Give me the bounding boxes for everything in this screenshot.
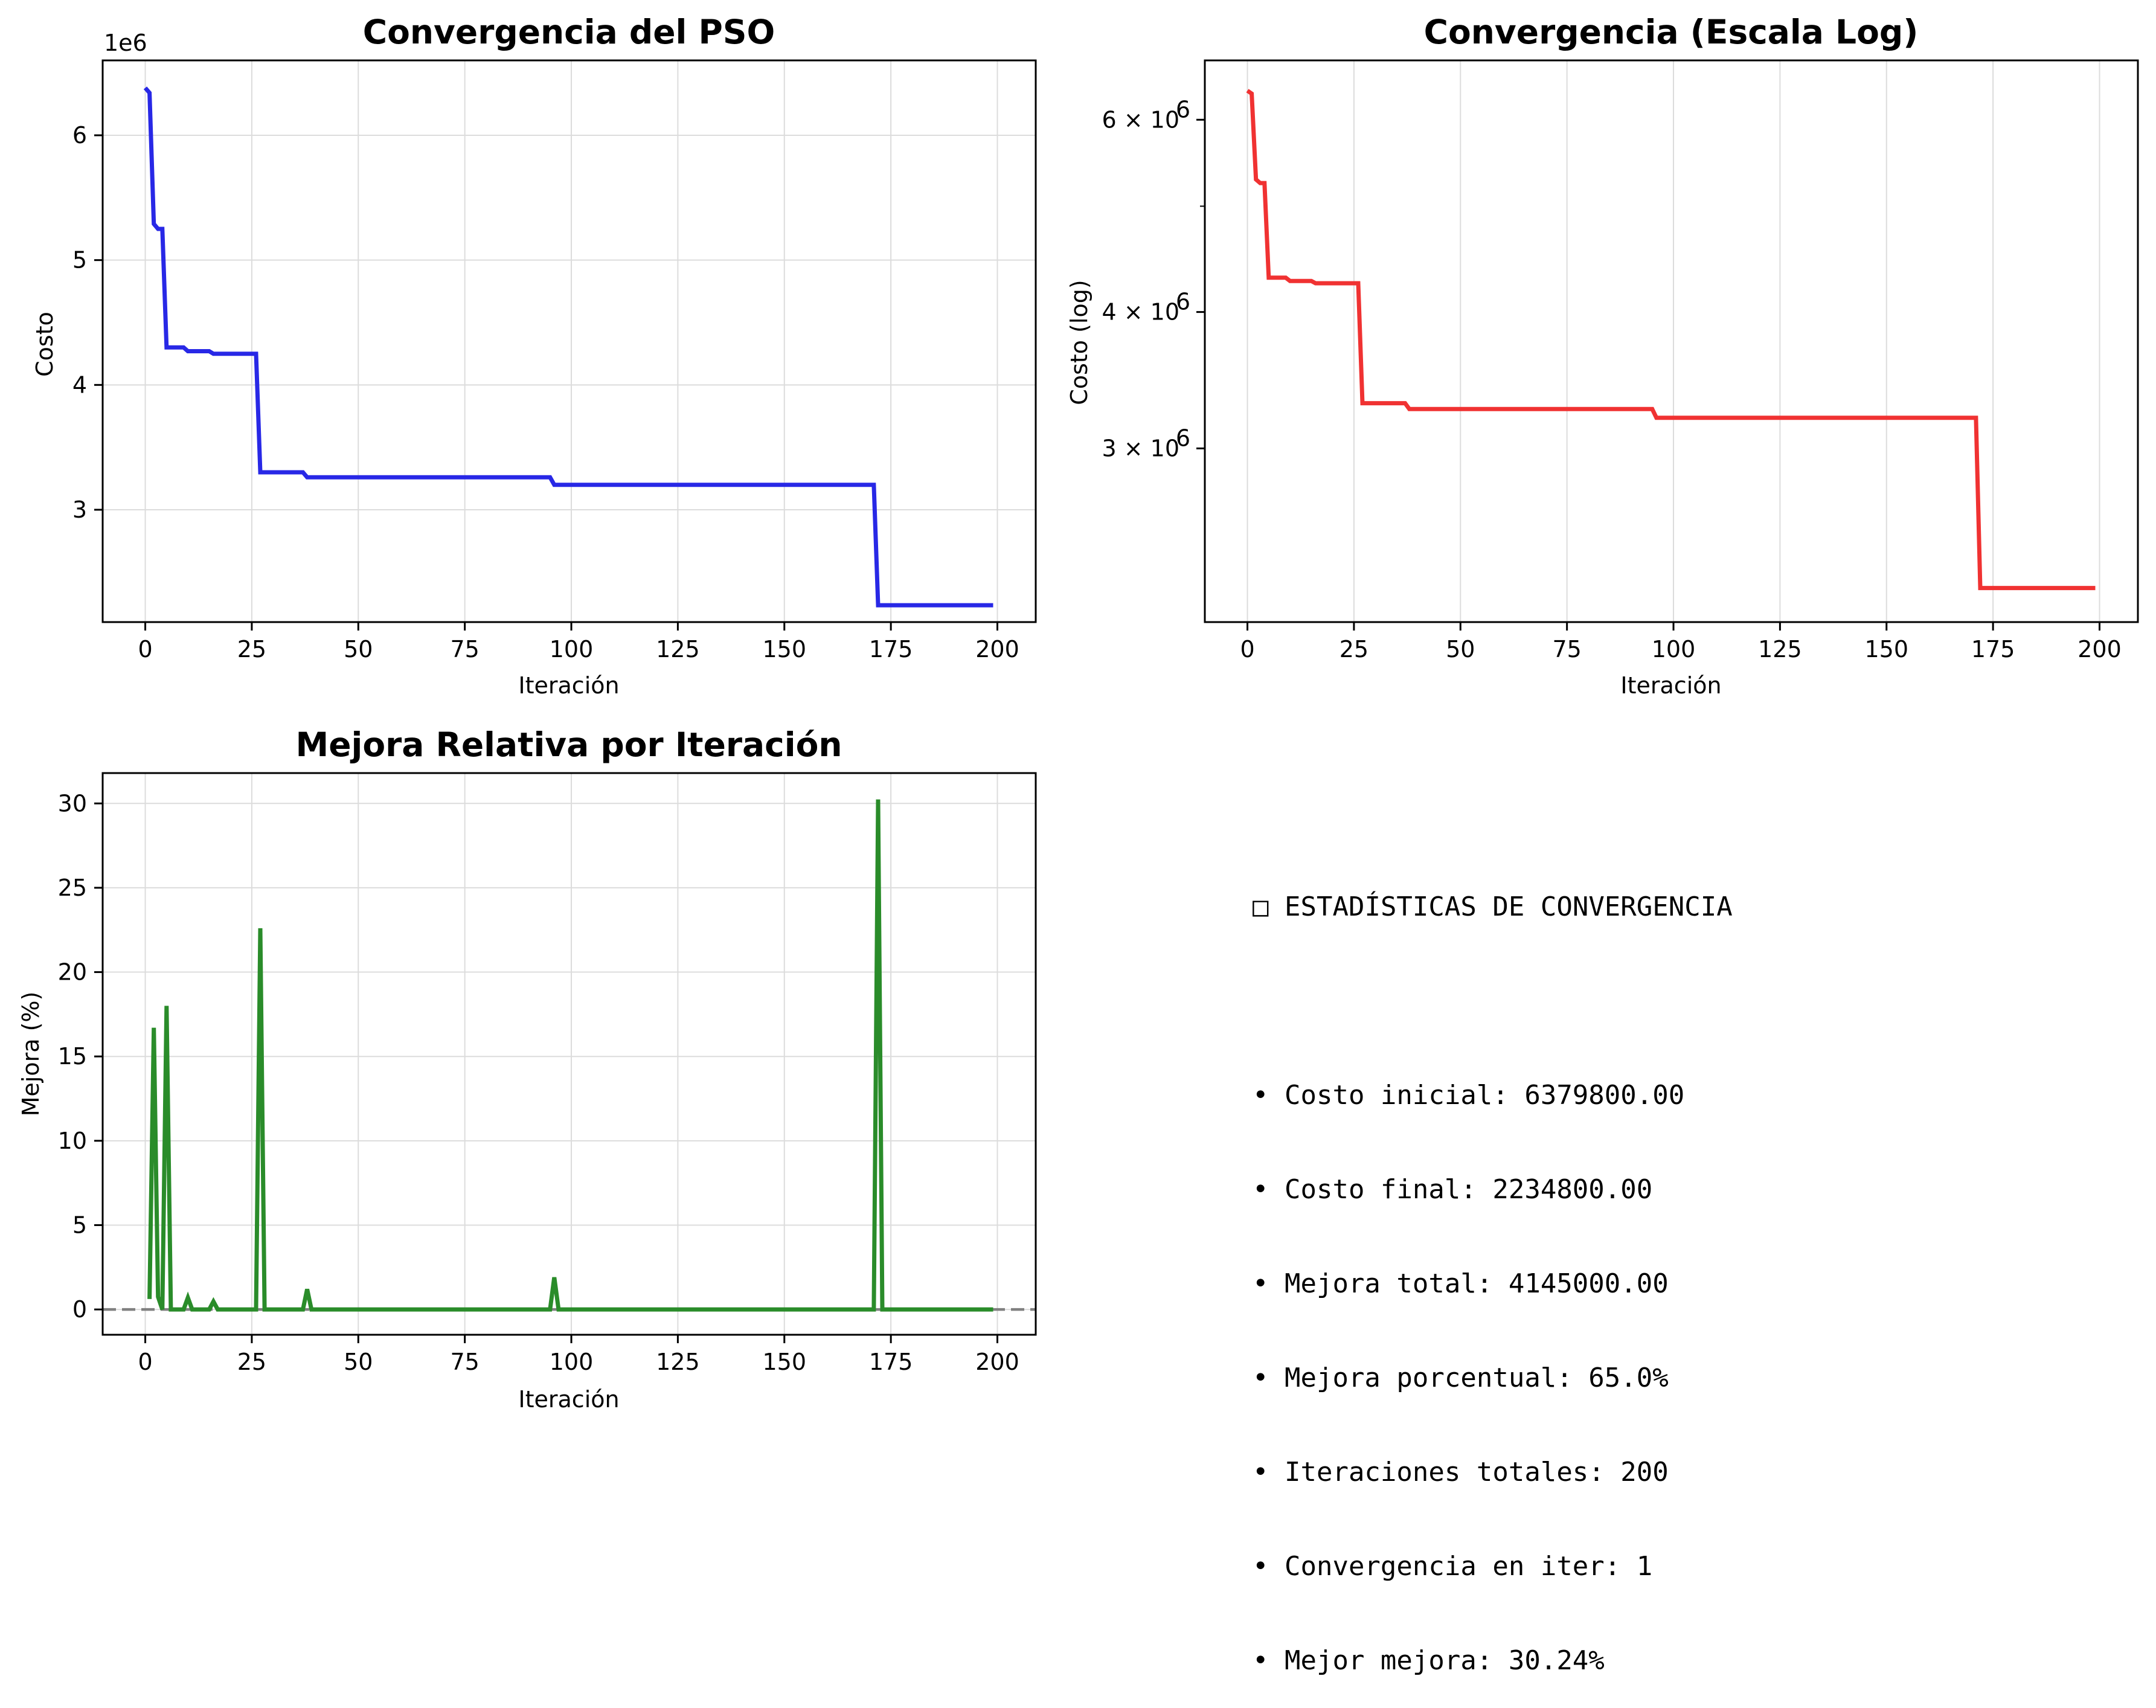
y-tick-label: 30	[58, 790, 87, 817]
x-tick-label: 100	[550, 1349, 594, 1375]
chart-convergencia: 0 25 50 75 100 125 150 175 200 3 4 5 6 Convergencia …	[31, 13, 1037, 699]
y-tick-label-exponent: 6	[1176, 289, 1190, 315]
stats-line: • Mejora total: 4145000.00	[1253, 1268, 1669, 1299]
y-tick-label: 20	[58, 959, 87, 986]
y-tick-label: 0	[72, 1296, 87, 1323]
x-tick-label: 200	[975, 636, 1019, 663]
chart-3-series-line	[147, 799, 993, 1312]
x-tick-label: 0	[1240, 636, 1254, 663]
y-tick-label: 6 × 10	[1102, 106, 1179, 133]
chart-2-grid	[1246, 60, 2100, 622]
chart-1-frame	[101, 59, 1037, 623]
stats-line: • Mejora porcentual: 65.0%	[1253, 1363, 1669, 1393]
x-tick-label: 125	[1758, 636, 1802, 663]
chart-1-grid	[103, 60, 1036, 622]
stats-panel: □ ESTADÍSTICAS DE CONVERGENCIA • Costo i…	[1253, 829, 1733, 1708]
y-tick-label: 3	[72, 496, 87, 523]
x-tick-label: 50	[1446, 636, 1475, 663]
chart-2-series-line	[1246, 89, 2096, 591]
chart-3-frame	[101, 772, 1037, 1336]
chart-3-grid	[103, 773, 1036, 1335]
stats-header-text: ESTADÍSTICAS DE CONVERGENCIA	[1285, 891, 1733, 922]
y-tick-label: 5	[72, 1212, 87, 1238]
x-tick-label: 175	[869, 636, 913, 663]
x-tick-label: 125	[656, 636, 700, 663]
x-tick-label: 100	[1652, 636, 1696, 663]
y-tick-label: 3 × 10	[1102, 435, 1179, 461]
x-tick-label: 150	[1865, 636, 1909, 663]
chart-1-offset-label: 1e6	[104, 30, 147, 56]
chart-2-ylabel: Costo (log)	[1066, 280, 1092, 405]
x-tick-label: 50	[344, 1349, 373, 1375]
y-tick-label: 5	[72, 247, 87, 274]
x-tick-label: 200	[975, 1349, 1019, 1375]
stats-line: • Iteraciones totales: 200	[1253, 1457, 1669, 1488]
x-tick-label: 100	[550, 636, 594, 663]
stats-spacer	[1253, 986, 1733, 1017]
chart-1-series-line	[143, 86, 993, 608]
y-tick-label: 4	[72, 371, 87, 398]
x-tick-label: 25	[1339, 636, 1368, 663]
x-tick-label: 75	[1552, 636, 1581, 663]
y-tick-label-exponent: 6	[1176, 96, 1190, 123]
stats-line: • Costo inicial: 6379800.00	[1253, 1080, 1685, 1111]
x-tick-label: 75	[450, 636, 479, 663]
chart-1-xlabel: Iteración	[518, 672, 619, 699]
x-tick-label: 0	[138, 636, 152, 663]
y-tick-label: 15	[58, 1043, 87, 1070]
chart-mejora-relativa: 0 25 50 75 100 125 150 175 200 0 5 10 15 20 25 30 Mejor…	[18, 725, 1037, 1413]
x-tick-label: 175	[869, 1349, 913, 1375]
x-tick-label: 25	[237, 636, 266, 663]
stats-line: • Mejor mejora: 30.24%	[1253, 1645, 1605, 1676]
x-tick-label: 125	[656, 1349, 700, 1375]
x-tick-label: 0	[138, 1349, 152, 1375]
chart-2-frame	[1204, 59, 2139, 623]
y-tick-label-exponent: 6	[1176, 425, 1190, 451]
x-tick-label: 200	[2077, 636, 2122, 663]
chart-1-title: Convergencia del PSO	[363, 13, 775, 51]
chart-1-ylabel: Costo	[31, 312, 58, 377]
x-tick-label: 150	[763, 1349, 807, 1375]
chart-3-ylabel: Mejora (%)	[18, 992, 44, 1117]
chart-3-ticks: 0 25 50 75 100 125 150 175 200 0 5 10 15 20 25 30	[58, 790, 1019, 1375]
chart-3-xlabel: Iteración	[518, 1386, 619, 1413]
chart-2-title: Convergencia (Escala Log)	[1424, 13, 1919, 51]
chart-3-title: Mejora Relativa por Iteración	[295, 725, 842, 764]
chart-2-xlabel: Iteración	[1620, 672, 1721, 699]
chart-1-ticks: 0 25 50 75 100 125 150 175 200 3 4 5 6	[72, 122, 1019, 663]
y-tick-label: 25	[58, 875, 87, 901]
y-tick-label: 4 × 10	[1102, 299, 1179, 326]
x-tick-label: 50	[344, 636, 373, 663]
stats-header: □ ESTADÍSTICAS DE CONVERGENCIA	[1253, 891, 1733, 923]
stats-line: • Costo final: 2234800.00	[1253, 1174, 1653, 1205]
stats-line: • Convergencia en iter: 1	[1253, 1551, 1653, 1582]
x-tick-label: 75	[450, 1349, 479, 1375]
x-tick-label: 175	[1971, 636, 2015, 663]
x-tick-label: 25	[237, 1349, 266, 1375]
x-tick-label: 150	[763, 636, 807, 663]
y-tick-label: 6	[72, 122, 87, 149]
y-tick-label: 10	[58, 1128, 87, 1154]
stats-header-icon: □	[1253, 891, 1269, 922]
